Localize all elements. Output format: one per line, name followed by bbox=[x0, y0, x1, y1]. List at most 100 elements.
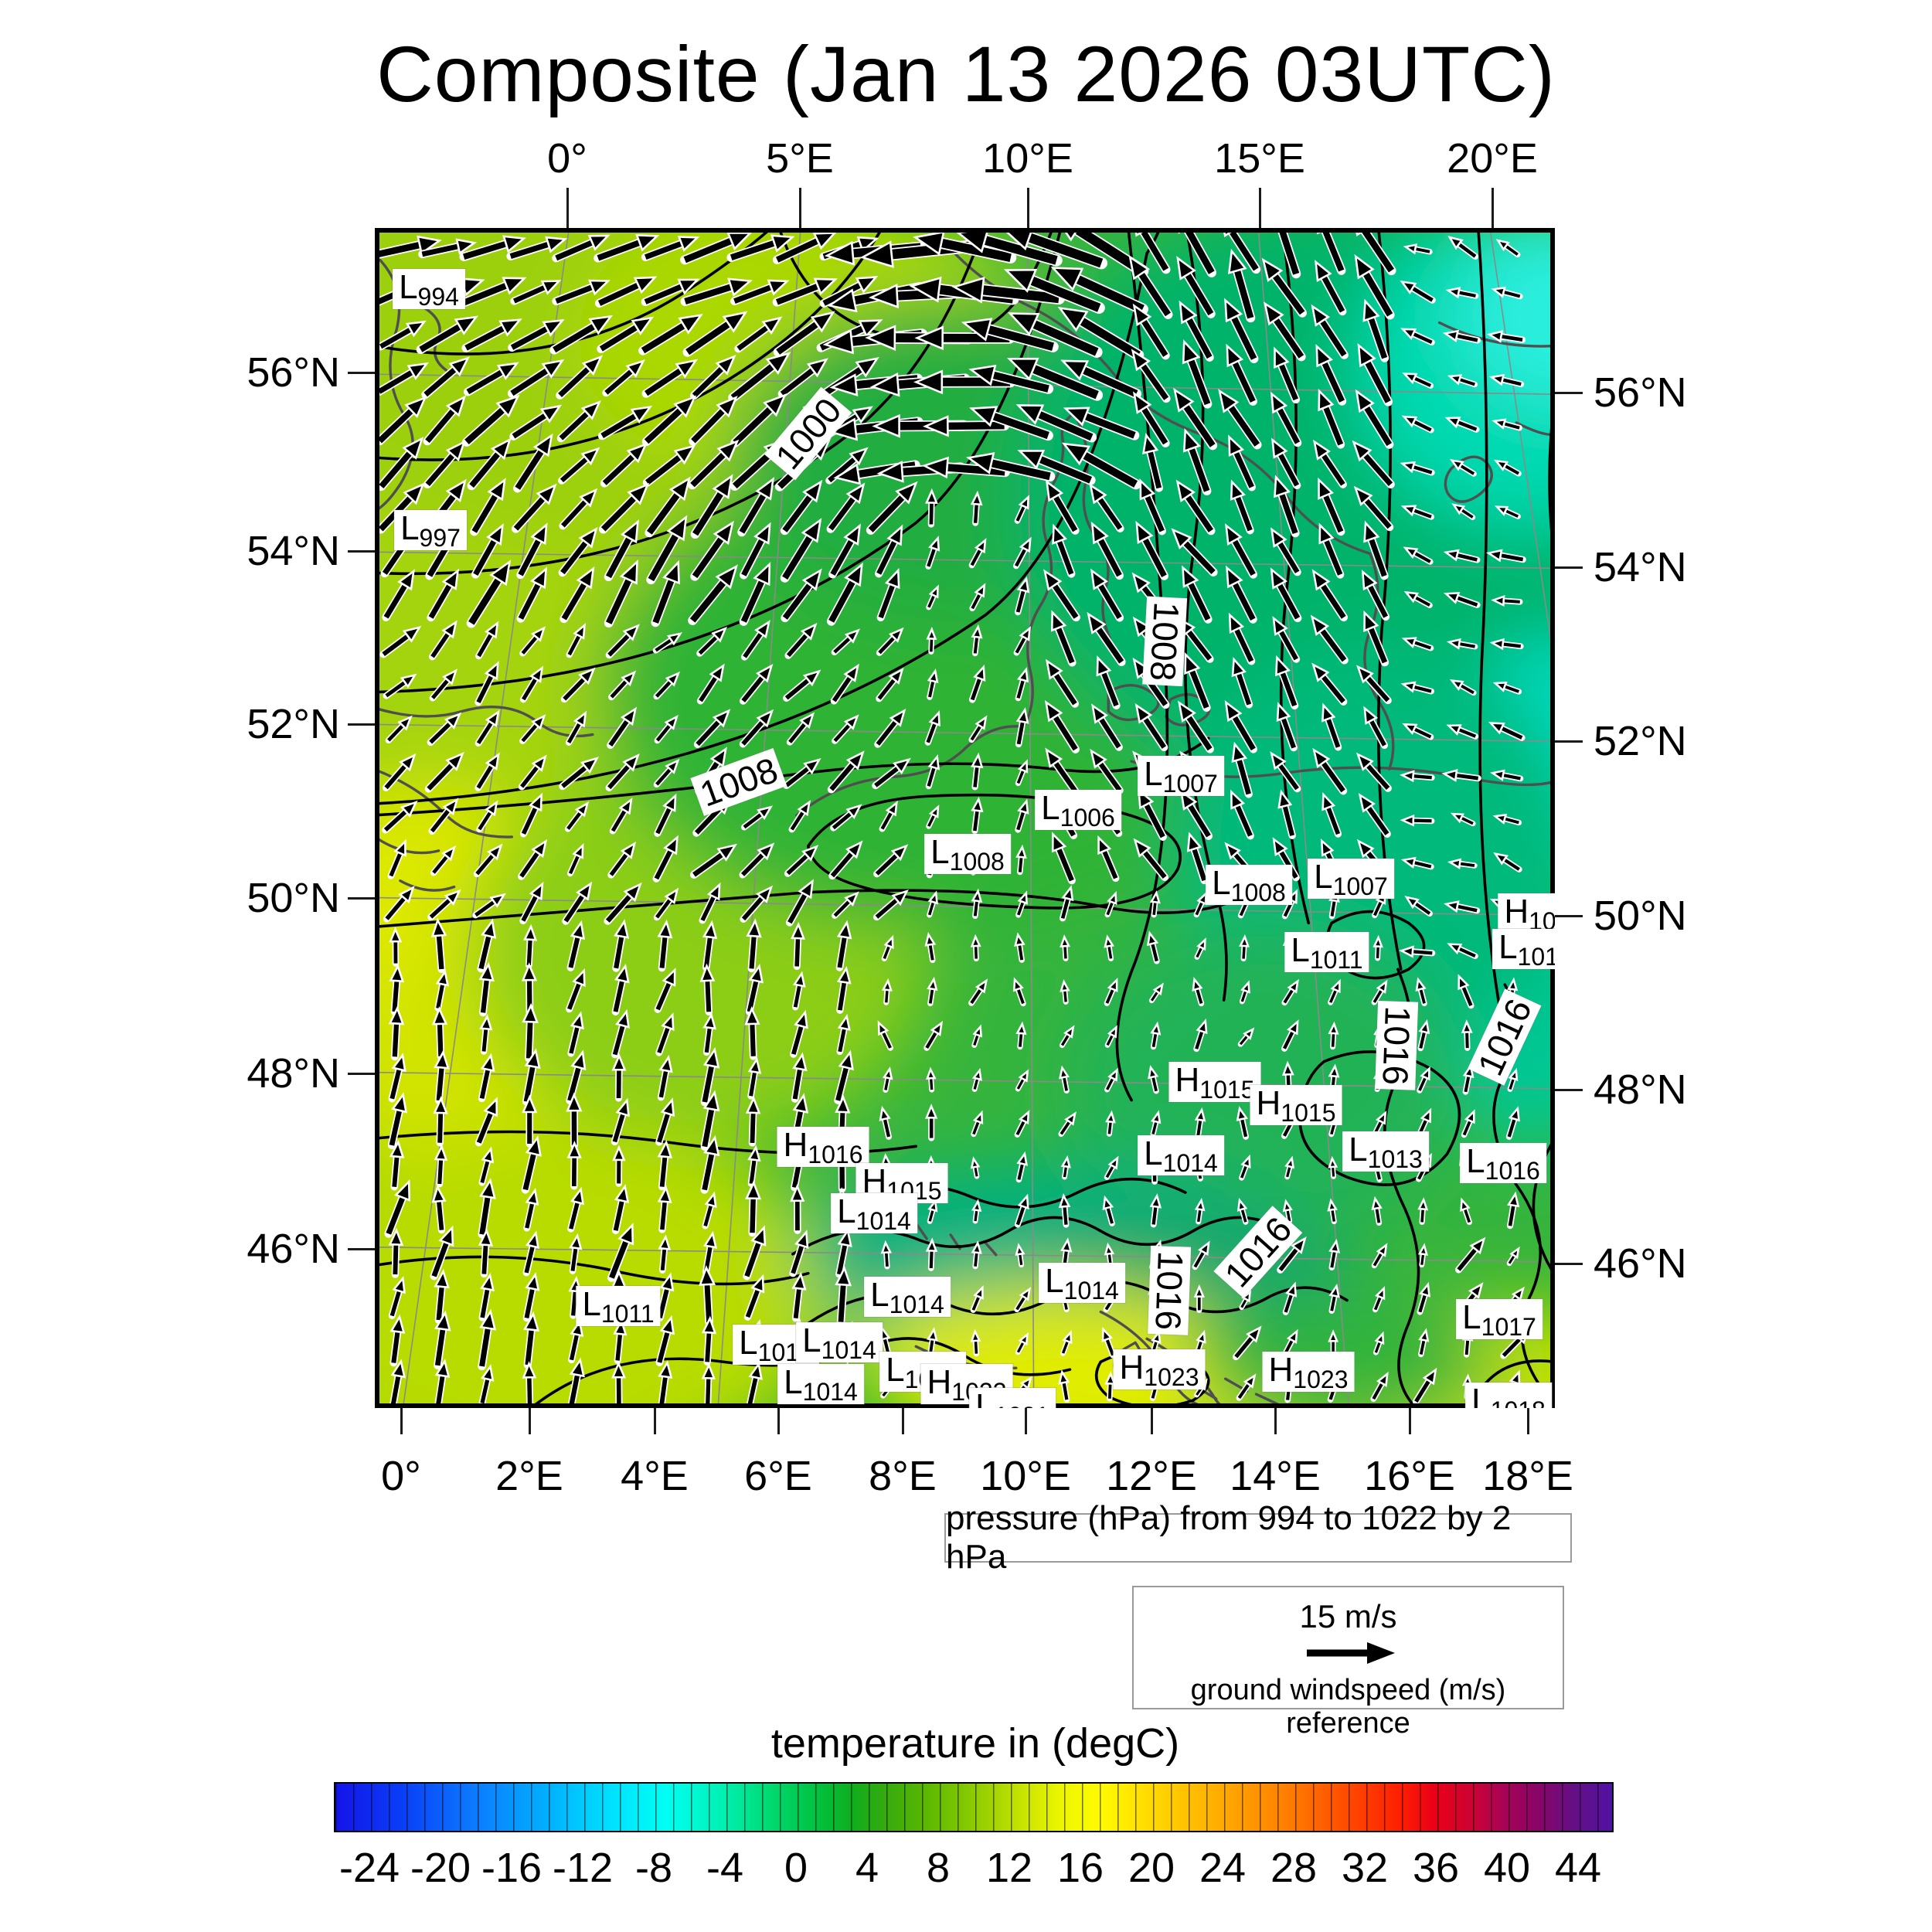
wind-arrow-shaft bbox=[1375, 1208, 1381, 1223]
wind-arrow-head bbox=[1226, 343, 1244, 368]
wind-arrow-shaft bbox=[1508, 1254, 1515, 1264]
wind-arrow-head bbox=[927, 668, 939, 684]
wind-reference-caption: ground windspeed (m/s) reference bbox=[1190, 1674, 1506, 1740]
wind-arrow-shaft bbox=[784, 678, 810, 700]
wind-arrow-head bbox=[1311, 569, 1331, 591]
wind-arrow-head bbox=[1240, 980, 1250, 994]
wind-arrow-shaft bbox=[1233, 628, 1254, 662]
wind-arrow-shaft bbox=[1060, 898, 1070, 919]
wind-arrow-head bbox=[1264, 301, 1284, 326]
wind-arrow-head bbox=[1362, 298, 1380, 322]
wind-arrow-shaft bbox=[561, 499, 587, 528]
wind-arrow-head bbox=[1104, 934, 1114, 948]
wind-arrow-head bbox=[1400, 814, 1415, 827]
wind-arrow-shaft bbox=[1196, 988, 1203, 1004]
wind-arrow-shaft bbox=[659, 1376, 668, 1406]
wind-arrow-shaft bbox=[1098, 717, 1121, 749]
wind-arrow-head bbox=[975, 715, 988, 730]
wind-arrow-shaft bbox=[567, 1066, 581, 1101]
wind-arrow-head bbox=[921, 456, 949, 479]
wind-arrow-head bbox=[1197, 1240, 1210, 1256]
wind-arrow-head bbox=[572, 842, 584, 859]
wind-arrow-shaft bbox=[929, 502, 934, 525]
wind-arrow-head bbox=[487, 843, 503, 861]
colorbar-title: temperature in (degC) bbox=[770, 1720, 1180, 1767]
wind-arrow-shaft bbox=[1363, 405, 1393, 447]
wind-arrow-shaft bbox=[615, 1333, 623, 1361]
wind-arrow-shaft bbox=[1321, 361, 1345, 403]
wind-arrow-head bbox=[675, 359, 699, 379]
wind-arrow-shaft bbox=[1286, 1166, 1291, 1178]
wind-arrow-shaft bbox=[786, 854, 809, 876]
wind-arrow-head bbox=[1310, 614, 1330, 637]
wind-arrow-head bbox=[1321, 702, 1336, 723]
wind-arrow-shaft bbox=[387, 724, 404, 742]
wind-arrow-shaft bbox=[1142, 850, 1167, 879]
wind-arrow-head bbox=[579, 488, 598, 508]
wind-arrow-shaft bbox=[1458, 642, 1475, 648]
colorbar-tick-label: 44 bbox=[1554, 1845, 1602, 1891]
wind-arrow-head bbox=[928, 584, 939, 599]
wind-arrow-shaft bbox=[379, 327, 412, 349]
wind-arrow-shaft bbox=[1411, 286, 1434, 302]
wind-arrow-shaft bbox=[1151, 1206, 1158, 1225]
wind-arrow-shaft bbox=[1239, 1035, 1249, 1046]
wind-arrow-head bbox=[1493, 459, 1509, 471]
wind-arrow-shaft bbox=[383, 583, 408, 619]
wind-arrow-shaft bbox=[1500, 553, 1524, 562]
wind-arrow-head bbox=[485, 800, 498, 817]
wind-arrow-shaft bbox=[1420, 1253, 1425, 1265]
wind-arrow-shaft bbox=[1414, 247, 1430, 253]
left-axis-tick bbox=[348, 1073, 375, 1075]
top-axis-tick bbox=[566, 188, 569, 228]
wind-arrow-shaft bbox=[974, 1340, 978, 1354]
colorbar bbox=[334, 1782, 1614, 1832]
wind-arrow-shaft bbox=[1456, 334, 1478, 342]
wind-arrow-shaft bbox=[1361, 230, 1395, 273]
wind-arrow-shaft bbox=[479, 1069, 491, 1099]
wind-arrow-shaft bbox=[1278, 630, 1298, 661]
wind-arrow-shaft bbox=[970, 725, 982, 741]
wind-arrow-shaft bbox=[1457, 420, 1478, 431]
wind-arrow-head bbox=[445, 440, 466, 462]
wind-arrow-head bbox=[1353, 485, 1373, 507]
left-axis-label: 56°N bbox=[247, 349, 340, 396]
wind-arrow-shaft bbox=[475, 854, 495, 876]
wind-arrow-head bbox=[877, 1020, 889, 1036]
wind-arrow-head bbox=[792, 1093, 809, 1114]
wind-arrow-shaft bbox=[836, 1244, 848, 1275]
wind-arrow-head bbox=[1261, 257, 1284, 282]
wind-arrow-head bbox=[621, 670, 637, 687]
wind-arrow-shaft bbox=[1195, 901, 1204, 916]
wind-arrow-head bbox=[1142, 432, 1159, 454]
wind-arrow-head bbox=[1287, 1019, 1299, 1036]
left-axis-label: 50°N bbox=[247, 875, 340, 921]
wind-arrow-shaft bbox=[1502, 642, 1522, 648]
wind-arrow-shaft bbox=[1362, 453, 1393, 487]
wind-arrow-head bbox=[1361, 569, 1378, 591]
wind-arrow-head bbox=[951, 277, 985, 304]
colorbar-tick-label: -8 bbox=[634, 1845, 673, 1891]
wind-arrow-head bbox=[1401, 415, 1418, 428]
wind-arrow-shaft bbox=[480, 1288, 490, 1318]
wind-arrow-head bbox=[668, 476, 691, 502]
wind-arrow-shaft bbox=[1014, 548, 1027, 567]
wind-arrow-head bbox=[572, 968, 586, 988]
wind-arrow-head bbox=[573, 710, 587, 728]
wind-arrow-shaft bbox=[1193, 1251, 1206, 1268]
wind-arrow-head bbox=[1090, 521, 1109, 545]
wind-arrow-shaft bbox=[1016, 770, 1025, 784]
wind-arrow-shaft bbox=[660, 1201, 668, 1230]
wind-arrow-shaft bbox=[1186, 715, 1213, 751]
wind-arrow-head bbox=[1328, 1238, 1341, 1253]
wind-arrow-shaft bbox=[510, 326, 549, 350]
wind-arrow-head bbox=[1274, 474, 1291, 498]
wind-arrow-shaft bbox=[702, 1153, 715, 1191]
wind-arrow-head bbox=[613, 1318, 628, 1336]
wind-arrow-shaft bbox=[1082, 451, 1138, 488]
wind-arrow-shaft bbox=[1412, 464, 1433, 474]
right-axis-label: 56°N bbox=[1594, 369, 1687, 416]
wind-arrow-shaft bbox=[1413, 509, 1432, 519]
wind-arrow-head bbox=[578, 667, 596, 685]
wind-arrow-shaft bbox=[431, 679, 450, 699]
